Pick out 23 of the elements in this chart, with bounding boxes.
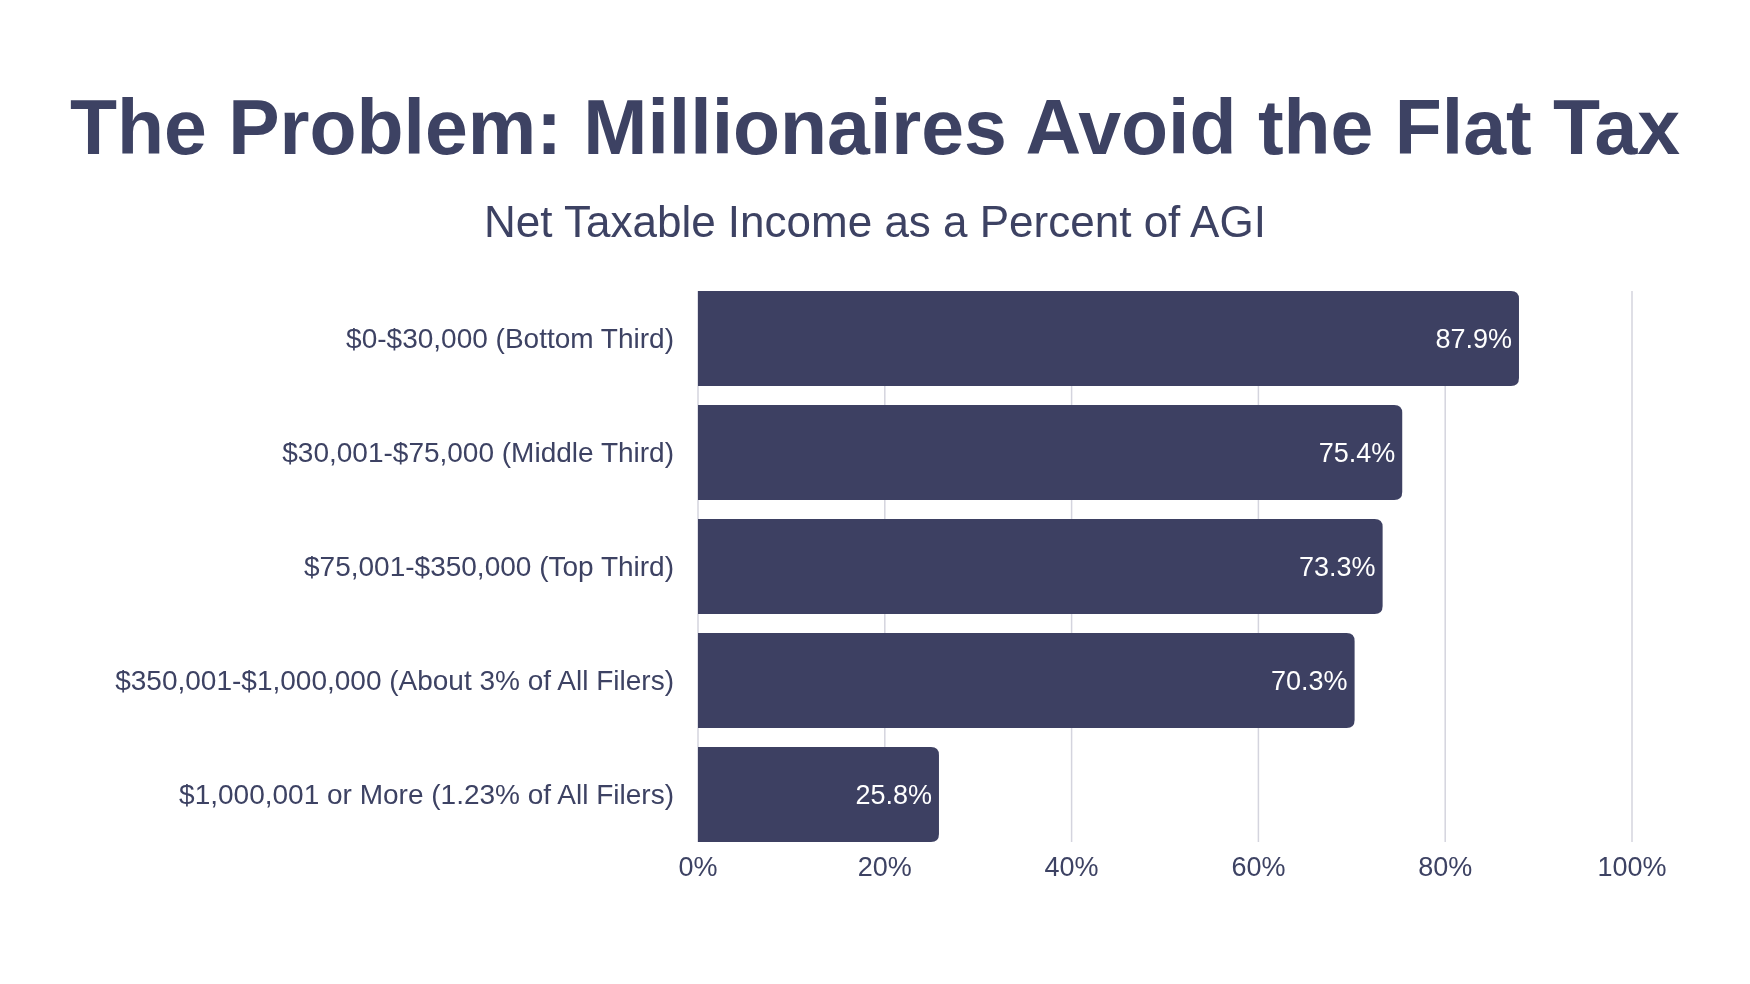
x-tick-label: 20% [857, 852, 912, 882]
bar [698, 405, 1403, 500]
y-tick-label: $350,001-$1,000,000 (About 3% of All Filers) [115, 665, 674, 696]
bar [698, 747, 939, 842]
y-tick-label: $0-$30,000 (Bottom Third) [346, 323, 674, 354]
y-tick-label: $30,001-$75,000 (Middle Third) [282, 437, 674, 468]
x-tick-label: 40% [1044, 852, 1099, 882]
data-label: 75.4% [1318, 437, 1396, 468]
chart-subtitle: Net Taxable Income as a Percent of AGI [484, 196, 1266, 246]
bar [698, 291, 1519, 386]
x-tick-label: 80% [1418, 852, 1473, 882]
x-tick-label: 60% [1231, 852, 1286, 882]
data-label: 70.3% [1271, 665, 1348, 696]
bar [698, 633, 1355, 728]
x-tick-label: 0% [678, 852, 718, 882]
data-label: 25.8% [855, 779, 932, 810]
y-tick-label: $75,001-$350,000 (Top Third) [304, 551, 674, 582]
chart-title: The Problem: Millionaires Avoid the Flat Tax [69, 84, 1681, 170]
data-label: 87.9% [1435, 323, 1512, 354]
bar [698, 519, 1383, 614]
y-tick-label: $1,000,001 or More (1.23% of All Filers) [179, 779, 674, 810]
data-label: 73.3% [1299, 551, 1376, 582]
x-tick-label: 100% [1597, 852, 1667, 882]
